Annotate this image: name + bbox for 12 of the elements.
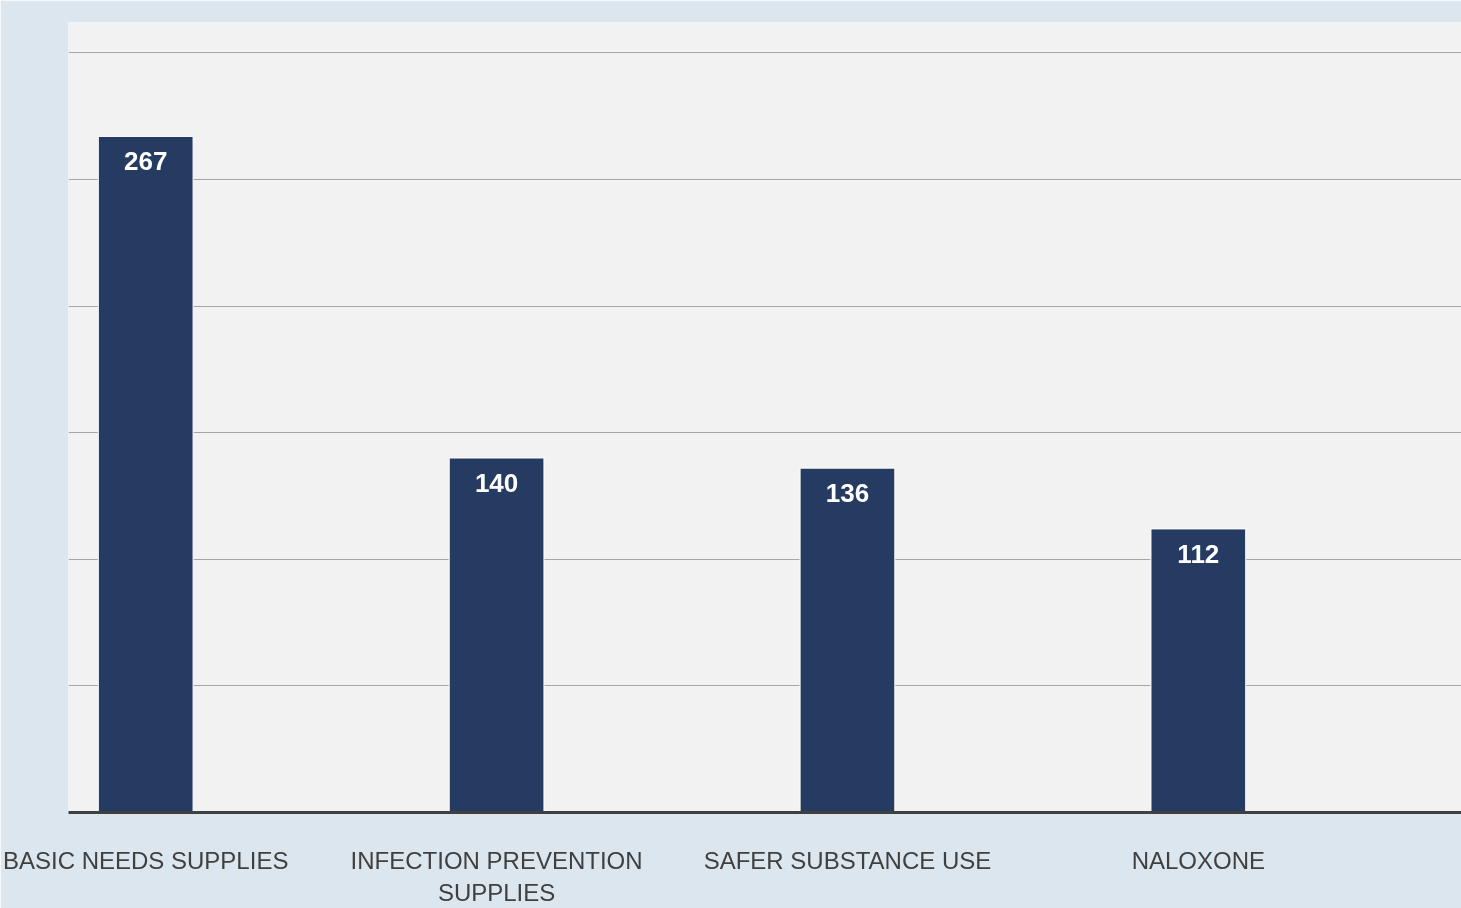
- x-tick-label: BASIC NEEDS SUPPLIES: [2, 846, 289, 874]
- bar: [97, 135, 194, 813]
- bar: [1150, 528, 1247, 813]
- x-tick-label: NALOXONE: [1131, 846, 1266, 874]
- x-tick-label: INFECTION PREVENTION SUPPLIES: [350, 846, 643, 906]
- data-label: 267: [124, 146, 168, 177]
- data-label: 136: [825, 478, 870, 509]
- data-label: 112: [1177, 538, 1220, 569]
- data-label: 140: [474, 468, 519, 499]
- x-tick-label: SAFER SUBSTANCE USE: [703, 846, 992, 874]
- bar: [799, 467, 896, 813]
- bar: [448, 457, 545, 813]
